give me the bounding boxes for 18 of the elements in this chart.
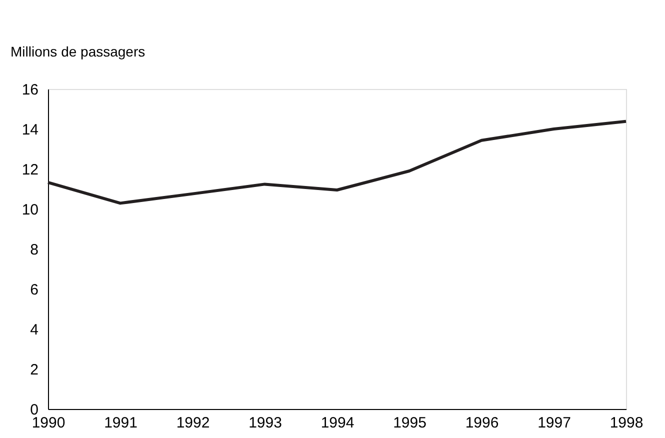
y-tick-label: 14 (22, 122, 38, 138)
x-tick-label: 1996 (465, 414, 499, 432)
y-tick-label: 2 (30, 362, 38, 378)
y-tick-label: 8 (30, 242, 38, 258)
y-tick-label: 4 (30, 322, 38, 338)
x-tick-label: 1998 (610, 414, 644, 432)
x-tick-label: 1994 (320, 414, 354, 432)
y-tick-label: 10 (22, 202, 38, 218)
x-tick-label: 1993 (248, 414, 282, 432)
y-tick-label: 12 (22, 162, 38, 178)
line-series (46, 120, 628, 205)
y-axis-title: Millions de passagers (10, 44, 146, 60)
x-tick-label: 1997 (538, 414, 571, 432)
y-tick-label: 6 (30, 282, 38, 298)
x-tick-label: 1995 (393, 414, 426, 432)
x-tick-label: 1992 (176, 414, 210, 432)
y-tick-label: 16 (22, 82, 38, 98)
x-tick-label: 1991 (104, 414, 138, 432)
